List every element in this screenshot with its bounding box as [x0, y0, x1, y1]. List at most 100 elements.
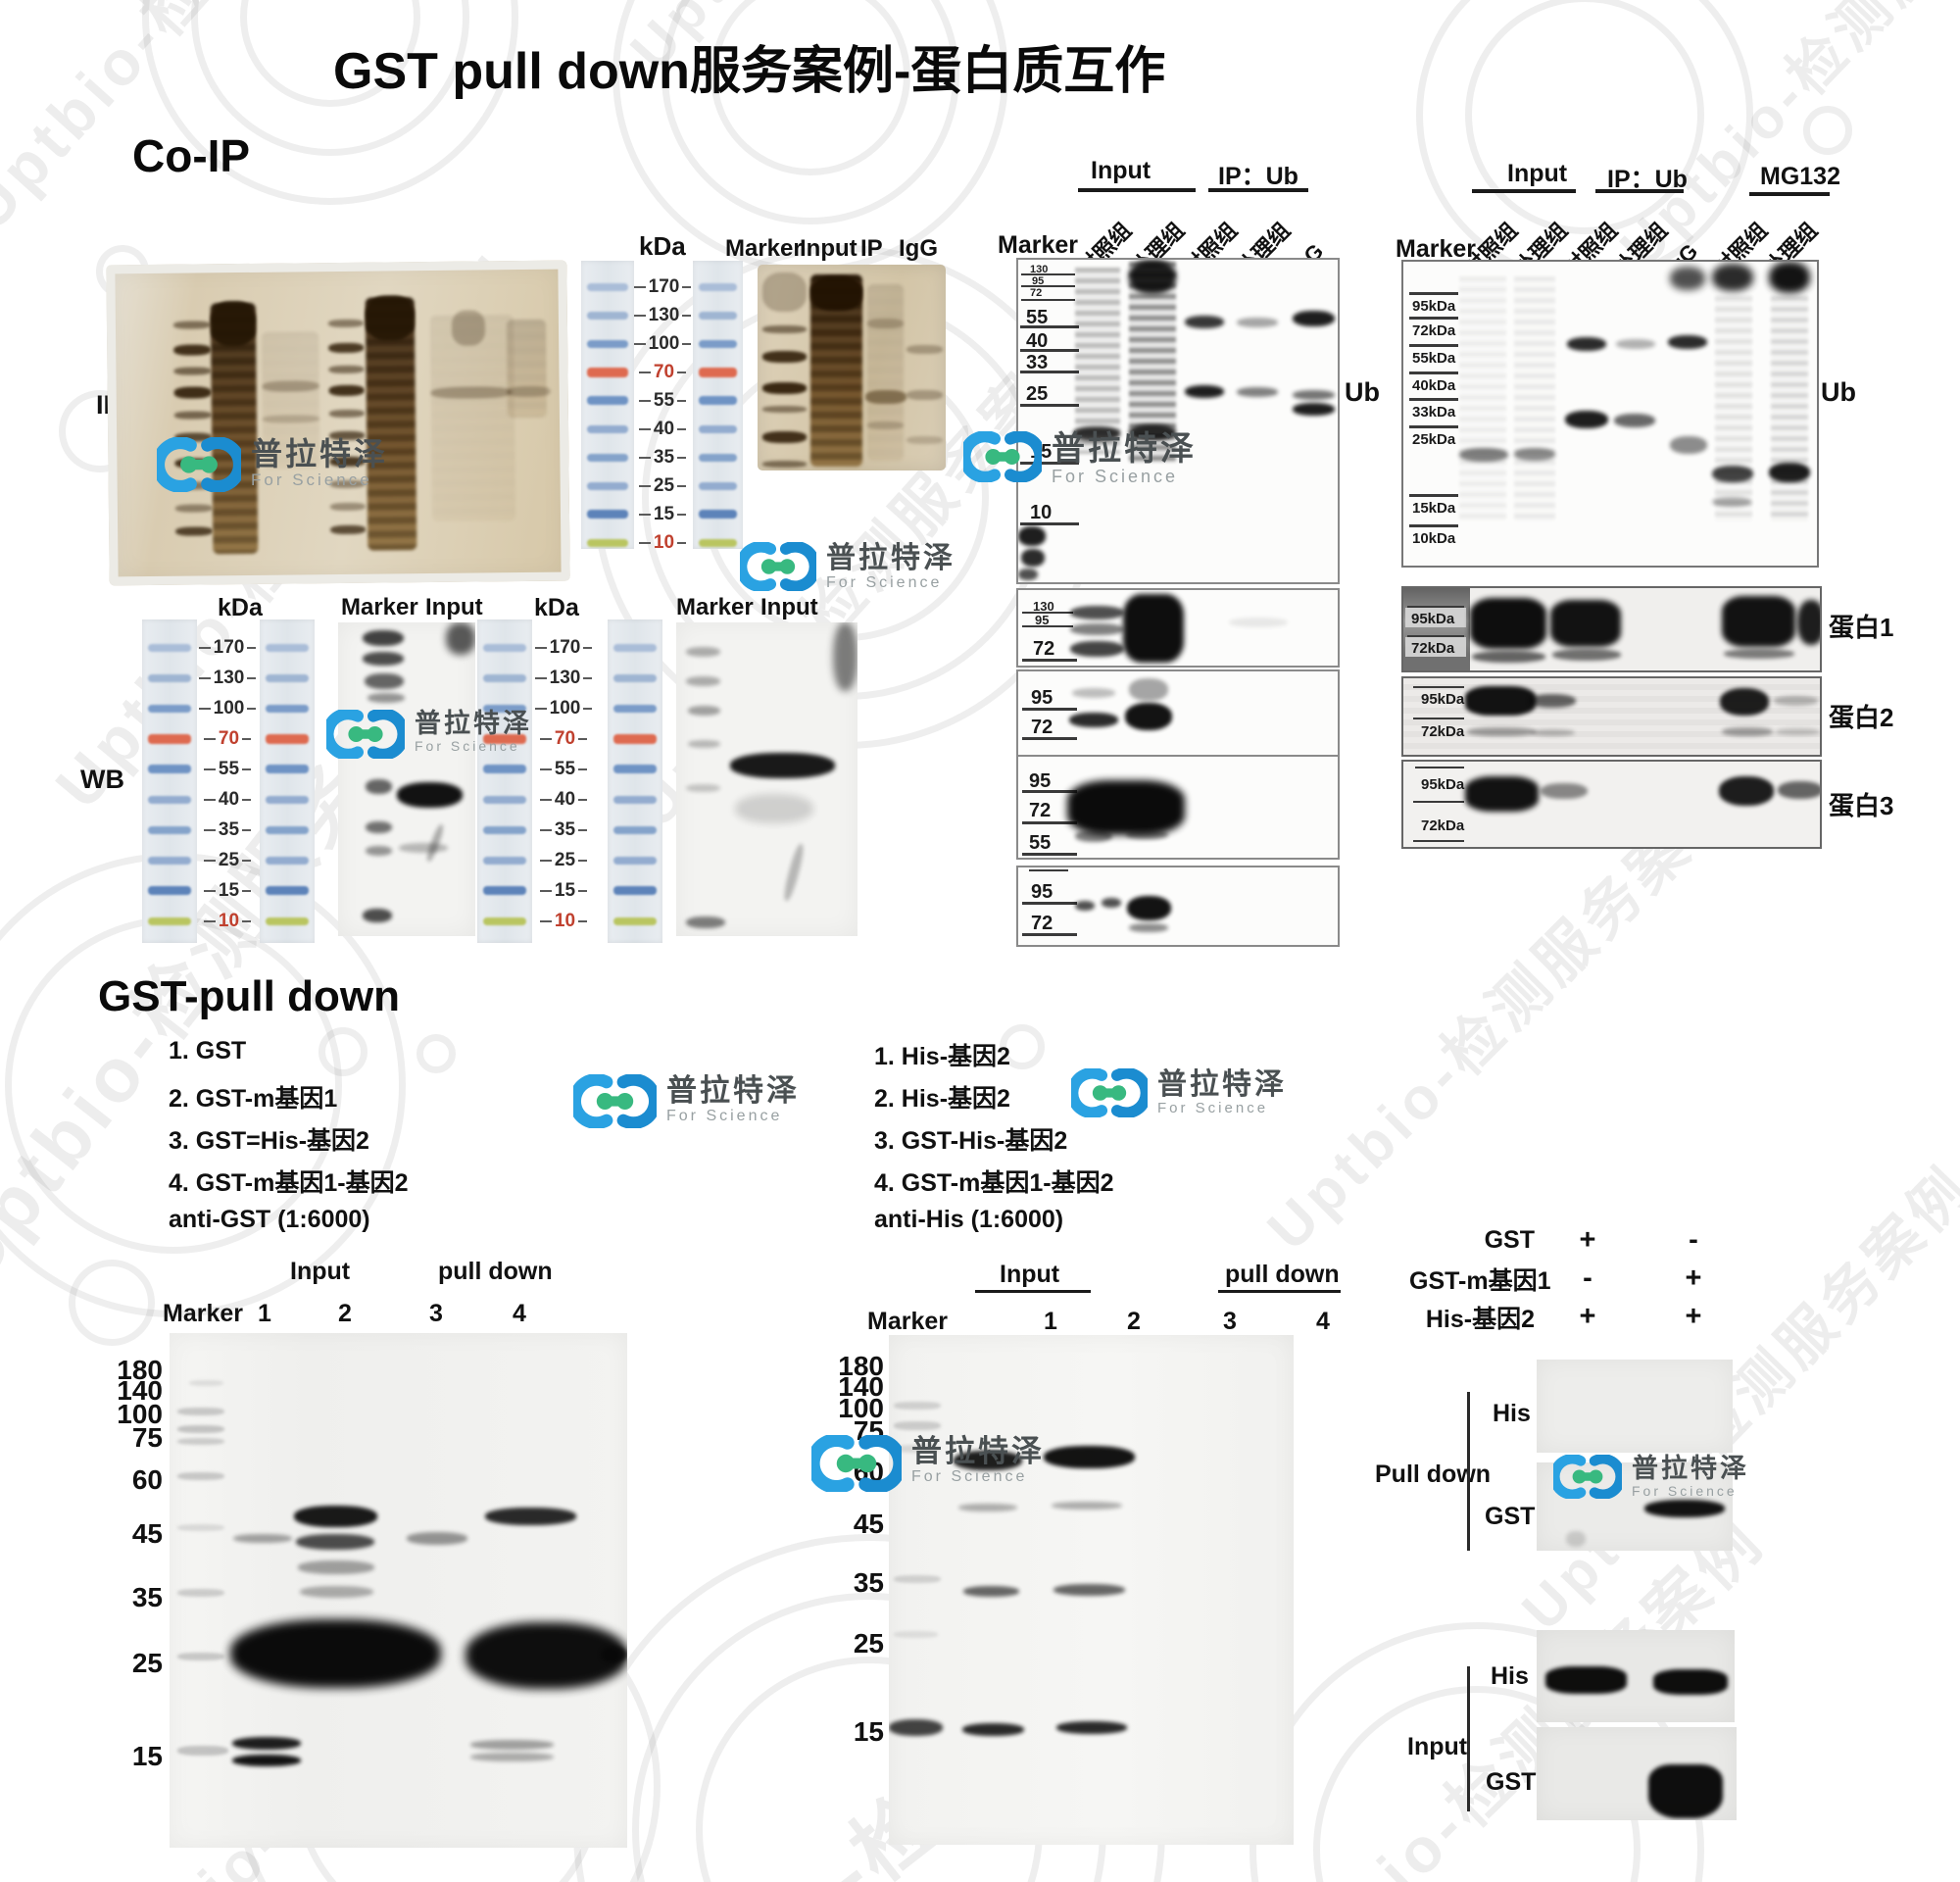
ip-underline — [1595, 189, 1684, 193]
input-underline — [975, 1290, 1091, 1293]
ubright-mg132-header: MG132 — [1760, 163, 1840, 190]
brand-logo: 普拉特泽 For Science — [326, 709, 532, 759]
condition-lane1-value: + — [1579, 1301, 1596, 1332]
marker-value: 72kDa — [1411, 640, 1455, 657]
marker-value: 72 — [1031, 913, 1054, 934]
condition-label: His-基因2 — [1425, 1305, 1535, 1333]
wb1-input-header: Input — [425, 594, 483, 620]
mw-value: 180 — [117, 1355, 163, 1385]
condition-row: GST-m基因1 - + — [1409, 1260, 1746, 1298]
logo-cn-text: 普拉特泽 — [826, 542, 956, 574]
marker-value: 72kDa — [1421, 723, 1465, 740]
wb2-marker-header: Marker — [676, 594, 754, 620]
input-underline — [1472, 189, 1576, 193]
marker-value: 130 — [1033, 599, 1054, 614]
mw-value: 35 — [131, 1582, 163, 1612]
marker-value: 15kDa — [1412, 500, 1456, 517]
kda-header: kDa — [534, 594, 579, 621]
gst-middle-marker-label: Marker — [867, 1308, 948, 1335]
ubmid-subpanel-1: 130 95 72 — [1016, 588, 1340, 668]
marker-value: 55kDa — [1412, 350, 1456, 367]
protein-ladder-strip — [693, 261, 743, 549]
coip-ladder-values: 170 130 100 70 55 40 35 25 15 10 — [632, 272, 693, 557]
watermark-circle — [416, 1034, 456, 1073]
ladder-bands — [143, 632, 196, 936]
watermark-circle — [69, 1260, 155, 1346]
protein3-blot: 95kDa 72kDa — [1401, 760, 1822, 849]
pulldown-his-label: His — [1493, 1400, 1531, 1427]
watermark-circle — [1803, 106, 1852, 155]
kda-header: kDa — [218, 594, 263, 621]
logo-cn-text: 普拉特泽 — [251, 436, 389, 471]
marker-value: 33kDa — [1412, 404, 1456, 421]
mw-value: 180 — [838, 1351, 884, 1381]
gst-left-gel — [170, 1333, 627, 1848]
lane-number: 3 — [1223, 1308, 1237, 1335]
input-group-label: Input — [1407, 1733, 1468, 1760]
input-his-blot — [1537, 1630, 1735, 1722]
marker-value: 95kDa — [1412, 298, 1456, 315]
mw-value: 25 — [853, 1628, 884, 1659]
gst-left-pulldown-header: pull down — [438, 1258, 553, 1285]
input-underline — [1078, 188, 1196, 192]
logo-cn-text: 普拉特泽 — [1052, 430, 1197, 468]
marker-value: 95kDa — [1421, 691, 1465, 708]
watermark-circle — [1000, 1024, 1045, 1069]
mw-value: 35 — [853, 1567, 884, 1598]
brand-logo-icon — [157, 437, 241, 492]
marker-value: 130 — [1030, 264, 1049, 275]
list-item: 3. GST-His-基因2 — [874, 1127, 1068, 1155]
marker-value: 55 — [1026, 307, 1049, 328]
protein2-blot: 95kDa 72kDa — [1401, 676, 1822, 757]
marker-value: 55 — [1029, 832, 1052, 854]
lane-number: 3 — [429, 1300, 443, 1327]
coip-heading: Co-IP — [132, 130, 251, 181]
mw-value: 100 — [117, 1399, 163, 1429]
marker-value: 72 — [1033, 638, 1055, 660]
list-item: 4. GST-m基因1-基因2 — [169, 1169, 409, 1197]
gst-middle-list: 1. His-基因2 2. His-基因2 3. GST-His-基因2 4. GST… — [874, 1037, 1114, 1248]
protein-ladder-strip — [581, 261, 634, 549]
logo-en-text: For Science — [1052, 467, 1179, 487]
ip-underline — [1208, 188, 1308, 192]
ubright-ip-header: IP：Ub — [1607, 166, 1688, 193]
marker-value: 25 — [1026, 383, 1049, 405]
mw-value: 140 — [838, 1371, 884, 1402]
input-his-label: His — [1491, 1662, 1529, 1690]
condition-lane1-value: - — [1583, 1263, 1592, 1294]
pulldown-gst-blot — [1537, 1462, 1733, 1551]
mw-value: 100 — [838, 1393, 884, 1423]
logo-cn-text: 普拉特泽 — [666, 1073, 800, 1108]
pulldown-his-blot — [1537, 1360, 1733, 1453]
mw-value: 15 — [853, 1716, 884, 1747]
ladder-bands — [609, 632, 662, 936]
mw-value: 45 — [131, 1518, 163, 1549]
mw-value: 25 — [131, 1648, 163, 1678]
wb1-ladder-values: 170 130 100 70 55 40 35 25 15 10 — [196, 632, 259, 936]
logo-en-text: For Science — [415, 737, 520, 754]
logo-cn-text: 普拉特泽 — [1157, 1068, 1287, 1101]
marker-value: 40 — [1026, 330, 1049, 352]
lane-number: 1 — [1044, 1308, 1057, 1335]
gst-middle-input-header: Input — [1000, 1261, 1060, 1288]
gst-middle-pulldown-header: pull down — [1225, 1261, 1340, 1288]
marker-value: 95 — [1031, 687, 1054, 709]
gel2-col-ip: IP — [860, 235, 883, 262]
wb1-marker-header: Marker — [341, 594, 418, 620]
pulldown-underline — [1218, 1290, 1341, 1293]
marker-value: 72kDa — [1421, 817, 1465, 834]
marker-value: 10kDa — [1412, 530, 1456, 547]
logo-en-text: For Science — [251, 470, 372, 490]
lane-number: 2 — [1127, 1308, 1141, 1335]
condition-lane2-value: - — [1689, 1224, 1698, 1256]
input-bracket-line — [1467, 1666, 1470, 1811]
gel2-col-marker: Marker — [725, 235, 803, 262]
list-item: 4. GST-m基因1-基因2 — [874, 1169, 1114, 1197]
marker-value: 10 — [1030, 502, 1053, 523]
ladder-bands — [694, 272, 742, 557]
marker-value: 25kDa — [1412, 431, 1456, 448]
ubmid-marker-label: Marker — [998, 231, 1078, 259]
input-gst-blot — [1537, 1727, 1737, 1820]
list-item: anti-GST (1:6000) — [169, 1206, 370, 1233]
